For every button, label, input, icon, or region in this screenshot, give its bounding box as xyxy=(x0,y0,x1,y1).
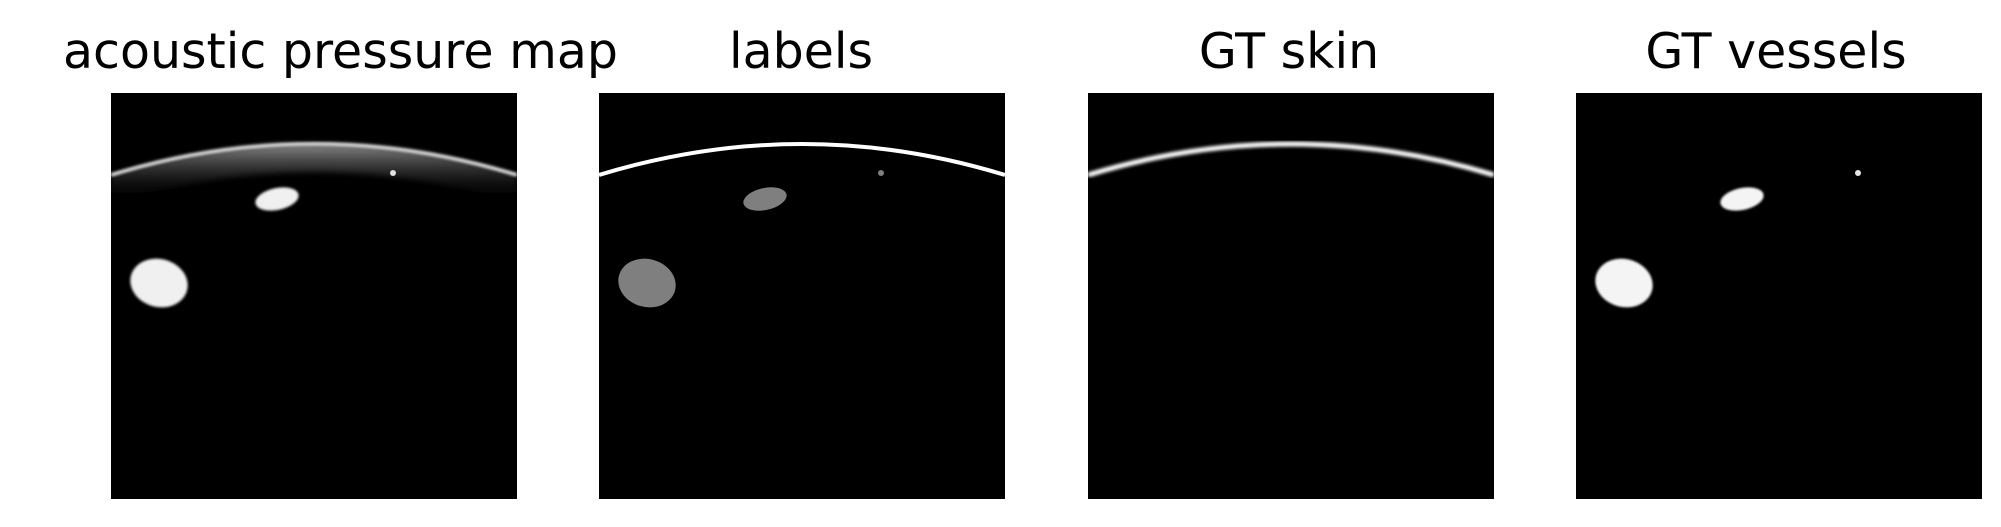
gt-vessel-dot xyxy=(1855,170,1861,176)
vessel-label-dot xyxy=(878,170,884,176)
gt-skin-image xyxy=(1088,93,1494,499)
panel-title: GT skin xyxy=(1039,22,1539,82)
panel-gt-vessels: GT vessels xyxy=(1526,0,2001,527)
panel-title: labels xyxy=(551,22,1051,82)
gt-vessels-image xyxy=(1576,93,1982,499)
panel-gt-skin: GT skin xyxy=(1039,0,1539,527)
panel-acoustic-pressure-map: acoustic pressure map xyxy=(63,0,563,527)
acoustic-pressure-map-image xyxy=(111,93,517,499)
panel-title: acoustic pressure map xyxy=(63,22,563,82)
panel-labels: labels xyxy=(551,0,1051,527)
labels-image xyxy=(599,93,1005,499)
panel-title: GT vessels xyxy=(1526,22,2001,82)
vessel-dot xyxy=(390,170,396,176)
